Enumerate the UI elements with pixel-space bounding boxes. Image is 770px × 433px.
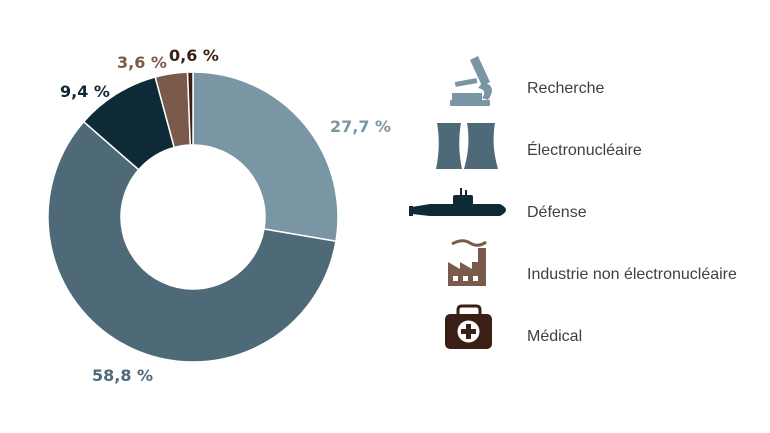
submarine-icon bbox=[409, 188, 506, 216]
label-industrie: 3,6 % bbox=[117, 53, 167, 72]
donut-slices bbox=[47, 71, 339, 363]
slice-medical bbox=[186, 71, 194, 146]
legend-label-medical: Médical bbox=[527, 328, 582, 345]
slice-recherche bbox=[192, 71, 339, 243]
cooling-towers-icon bbox=[436, 123, 498, 169]
factory-icon bbox=[448, 239, 487, 286]
label-recherche: 27,7 % bbox=[330, 117, 391, 136]
legend-label-industrie: Industrie non électronucléaire bbox=[527, 266, 737, 283]
label-electronucleaire: 58,8 % bbox=[92, 366, 153, 385]
legend-label-recherche: Recherche bbox=[527, 80, 604, 97]
legend: Recherche Électronucléaire Défense Indus… bbox=[409, 56, 737, 349]
medical-kit-icon bbox=[445, 304, 492, 349]
legend-label-defense: Défense bbox=[527, 204, 587, 221]
microscope-icon bbox=[450, 56, 492, 106]
legend-label-electronucleaire: Électronucléaire bbox=[527, 140, 642, 159]
label-medical: 0,6 % bbox=[169, 46, 219, 65]
label-defense: 9,4 % bbox=[60, 82, 110, 101]
percentage-labels: 27,7 % 58,8 % 9,4 % 3,6 % 0,6 % bbox=[60, 46, 391, 385]
slice-electronucleaire bbox=[47, 120, 337, 363]
